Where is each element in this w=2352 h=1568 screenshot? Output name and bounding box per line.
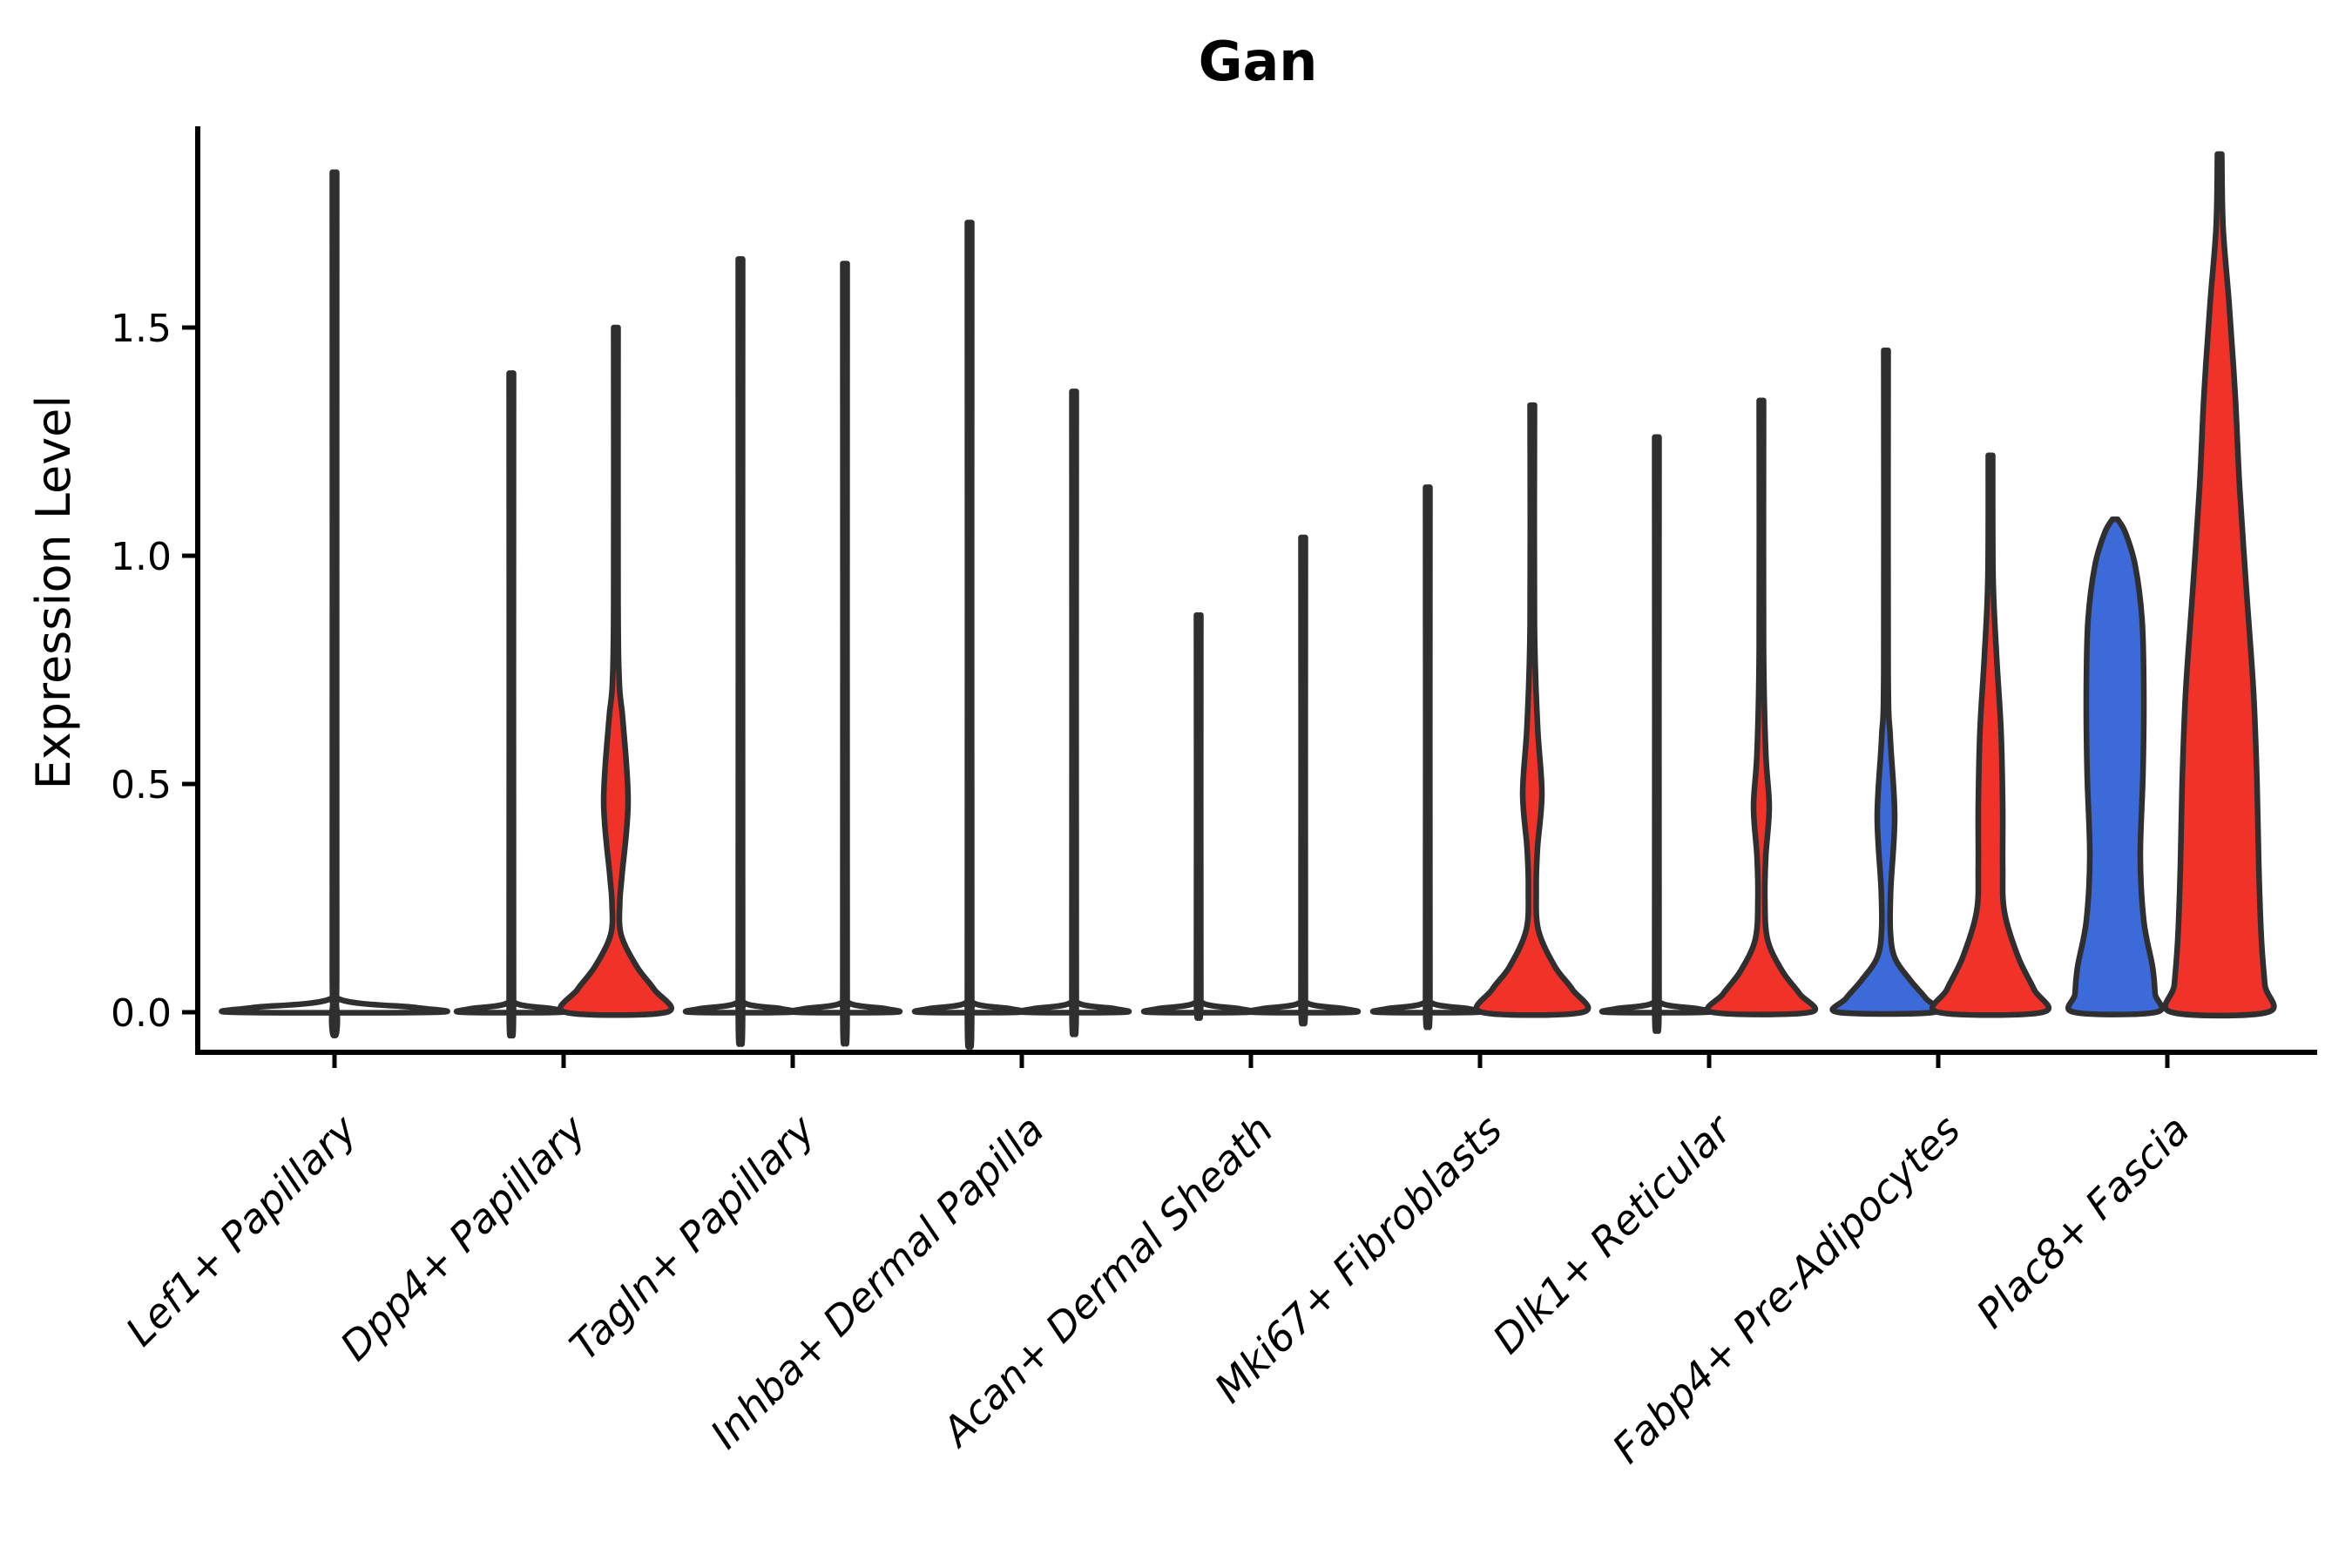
chart-title: Gan bbox=[1199, 30, 1318, 93]
violin-fabp4-left bbox=[1829, 347, 1943, 1017]
violin-lef1 bbox=[219, 169, 450, 1038]
violin-tagln-left bbox=[682, 256, 799, 1047]
violin-dlk1-right bbox=[1704, 397, 1819, 1017]
violin-dpp4-right bbox=[557, 324, 675, 1018]
violin-acan-left bbox=[1140, 612, 1257, 1021]
y-tick-label: 1.0 bbox=[111, 535, 172, 579]
y-tick-label: 0.0 bbox=[111, 991, 172, 1036]
y-tick-label: 0.5 bbox=[111, 763, 172, 808]
violin-inhba-right bbox=[1016, 389, 1132, 1037]
violin-dpp4-left bbox=[453, 370, 570, 1039]
violin-fabp4-right bbox=[1929, 452, 2052, 1018]
violin-plac8-right bbox=[2162, 151, 2277, 1019]
violin-inhba-left bbox=[911, 220, 1028, 1050]
violin-mki67-left bbox=[1369, 484, 1486, 1031]
y-axis-label: Expression Level bbox=[26, 395, 81, 790]
violin-tagln-right bbox=[787, 260, 903, 1047]
y-tick-label: 1.5 bbox=[111, 307, 172, 351]
violin-dlk1-left bbox=[1598, 434, 1715, 1034]
violin-plac8-left bbox=[2065, 516, 2165, 1017]
violins-layer bbox=[219, 151, 2277, 1050]
violin-acan-right bbox=[1245, 534, 1362, 1027]
axis-spines bbox=[195, 126, 2317, 1055]
violin-mki67-right bbox=[1473, 402, 1592, 1018]
